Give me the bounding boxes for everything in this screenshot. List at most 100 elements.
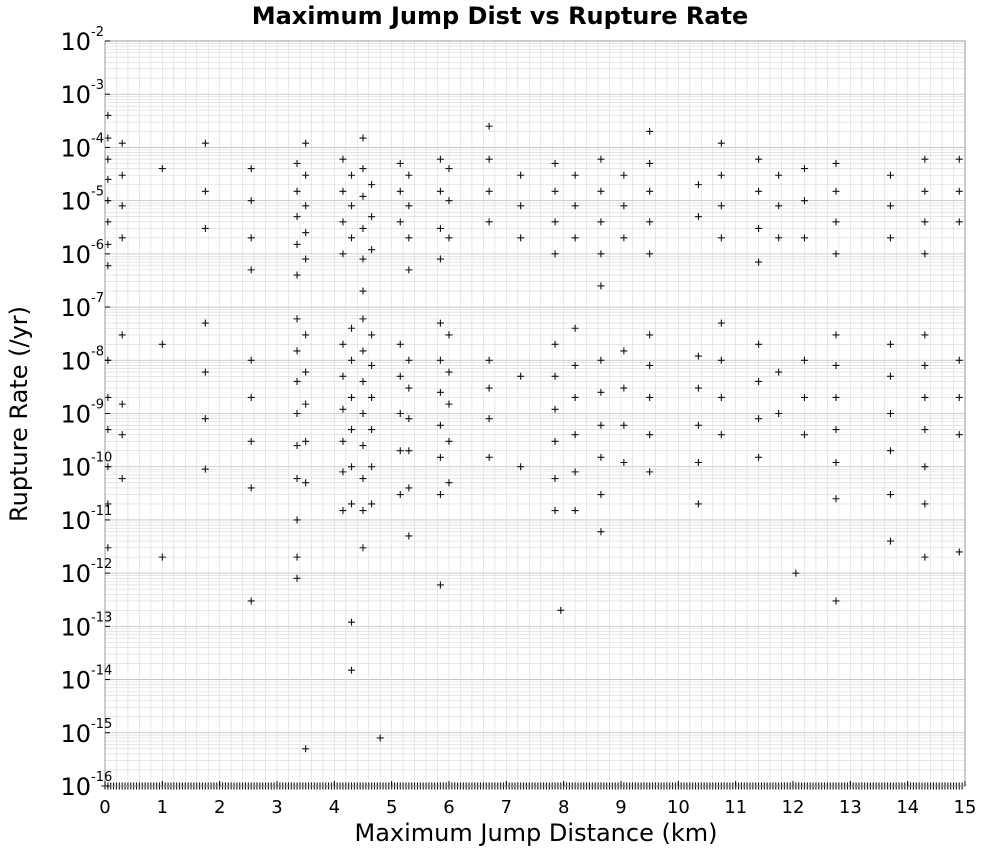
data-point <box>368 361 376 369</box>
data-point <box>755 377 763 385</box>
data-point <box>247 597 255 605</box>
data-point <box>201 139 209 147</box>
data-point <box>800 165 808 173</box>
data-point <box>405 532 413 540</box>
data-point <box>694 500 702 508</box>
data-point <box>247 484 255 492</box>
data-point <box>405 202 413 210</box>
y-tick-base: 10 <box>60 401 91 429</box>
data-point <box>445 234 453 242</box>
data-point <box>302 139 310 147</box>
y-tick-exponent: -13 <box>91 610 112 625</box>
data-point <box>396 218 404 226</box>
y-tick-label: 10 -2 <box>60 25 104 56</box>
data-point <box>359 134 367 142</box>
data-point <box>339 507 347 515</box>
data-point <box>832 361 840 369</box>
grid <box>104 40 966 787</box>
data-point <box>339 437 347 445</box>
data-point <box>445 437 453 445</box>
data-point <box>104 155 112 163</box>
data-point <box>800 197 808 205</box>
data-point <box>694 352 702 360</box>
y-tick-base: 10 <box>60 188 91 216</box>
y-tick-base: 10 <box>60 613 91 641</box>
data-point <box>557 606 565 614</box>
data-point <box>348 500 356 508</box>
y-tick-label: 10 -15 <box>60 717 112 748</box>
data-point <box>775 410 783 417</box>
data-point <box>886 340 894 348</box>
y-tick-base: 10 <box>60 507 91 535</box>
data-point <box>302 255 310 263</box>
y-tick-label: 10 -4 <box>60 131 104 162</box>
data-point <box>620 459 628 467</box>
data-point <box>717 202 725 210</box>
y-tick-label: 10 -9 <box>60 398 104 429</box>
data-point <box>201 465 209 473</box>
data-point <box>775 368 783 376</box>
data-point <box>646 218 654 226</box>
data-point <box>800 234 808 242</box>
data-point <box>551 340 559 348</box>
data-point <box>551 187 559 195</box>
data-point <box>445 331 453 339</box>
data-point <box>339 218 347 226</box>
data-point <box>485 218 493 226</box>
data-point <box>832 250 840 258</box>
data-point <box>551 475 559 483</box>
data-point <box>339 250 347 258</box>
data-point <box>775 171 783 179</box>
data-point <box>832 187 840 195</box>
y-tick-base: 10 <box>60 347 91 375</box>
x-tick-label: 4 <box>329 797 340 818</box>
data-point <box>359 544 367 552</box>
data-point <box>717 139 725 147</box>
data-point <box>368 426 376 434</box>
data-point <box>118 331 126 339</box>
data-point <box>436 224 444 232</box>
data-point <box>359 255 367 263</box>
chart-title: Maximum Jump Dist vs Rupture Rate <box>252 2 749 30</box>
data-point <box>348 426 356 434</box>
data-point <box>302 171 310 179</box>
x-tick-label: 6 <box>443 797 454 818</box>
x-tick-label: 12 <box>782 797 805 818</box>
data-point <box>755 340 763 348</box>
data-point <box>485 453 493 461</box>
data-point <box>694 181 702 189</box>
data-point <box>302 437 310 445</box>
data-point <box>118 400 126 408</box>
data-point <box>118 234 126 242</box>
data-point <box>832 159 840 167</box>
y-tick-exponent: -5 <box>91 185 104 200</box>
y-tick-base: 10 <box>60 28 91 56</box>
data-point <box>755 155 763 163</box>
data-point <box>921 250 929 258</box>
data-point <box>436 491 444 499</box>
data-point <box>158 165 166 173</box>
x-axis: 0 1 2 3 4 5 6 7 8 9 10 11 12 13 14 15 <box>99 781 976 818</box>
data-point <box>293 377 301 385</box>
data-point <box>646 331 654 339</box>
data-point <box>620 234 628 242</box>
data-point <box>886 234 894 242</box>
data-point <box>359 192 367 200</box>
data-point <box>368 500 376 508</box>
data-point <box>597 528 605 536</box>
data-point <box>348 324 356 332</box>
data-point <box>368 393 376 401</box>
data-point <box>158 340 166 348</box>
data-point <box>800 431 808 439</box>
data-point <box>359 377 367 385</box>
data-point <box>886 537 894 545</box>
data-point <box>551 372 559 380</box>
data-point <box>293 574 301 582</box>
data-point <box>646 250 654 258</box>
data-point <box>293 271 301 279</box>
data-point <box>571 393 579 401</box>
data-point <box>104 393 112 401</box>
data-point <box>339 372 347 380</box>
data-point <box>445 479 453 487</box>
data-point <box>201 415 209 423</box>
